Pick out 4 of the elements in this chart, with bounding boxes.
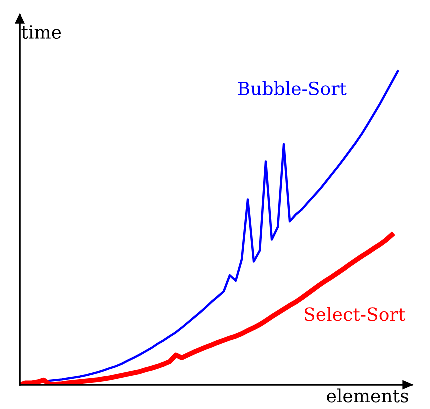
y-axis-title: time [22, 26, 62, 40]
x-axis-title: elements [327, 388, 408, 403]
series-label: Select-Sort [305, 307, 406, 322]
series-label: Bubble-Sort [238, 82, 347, 96]
